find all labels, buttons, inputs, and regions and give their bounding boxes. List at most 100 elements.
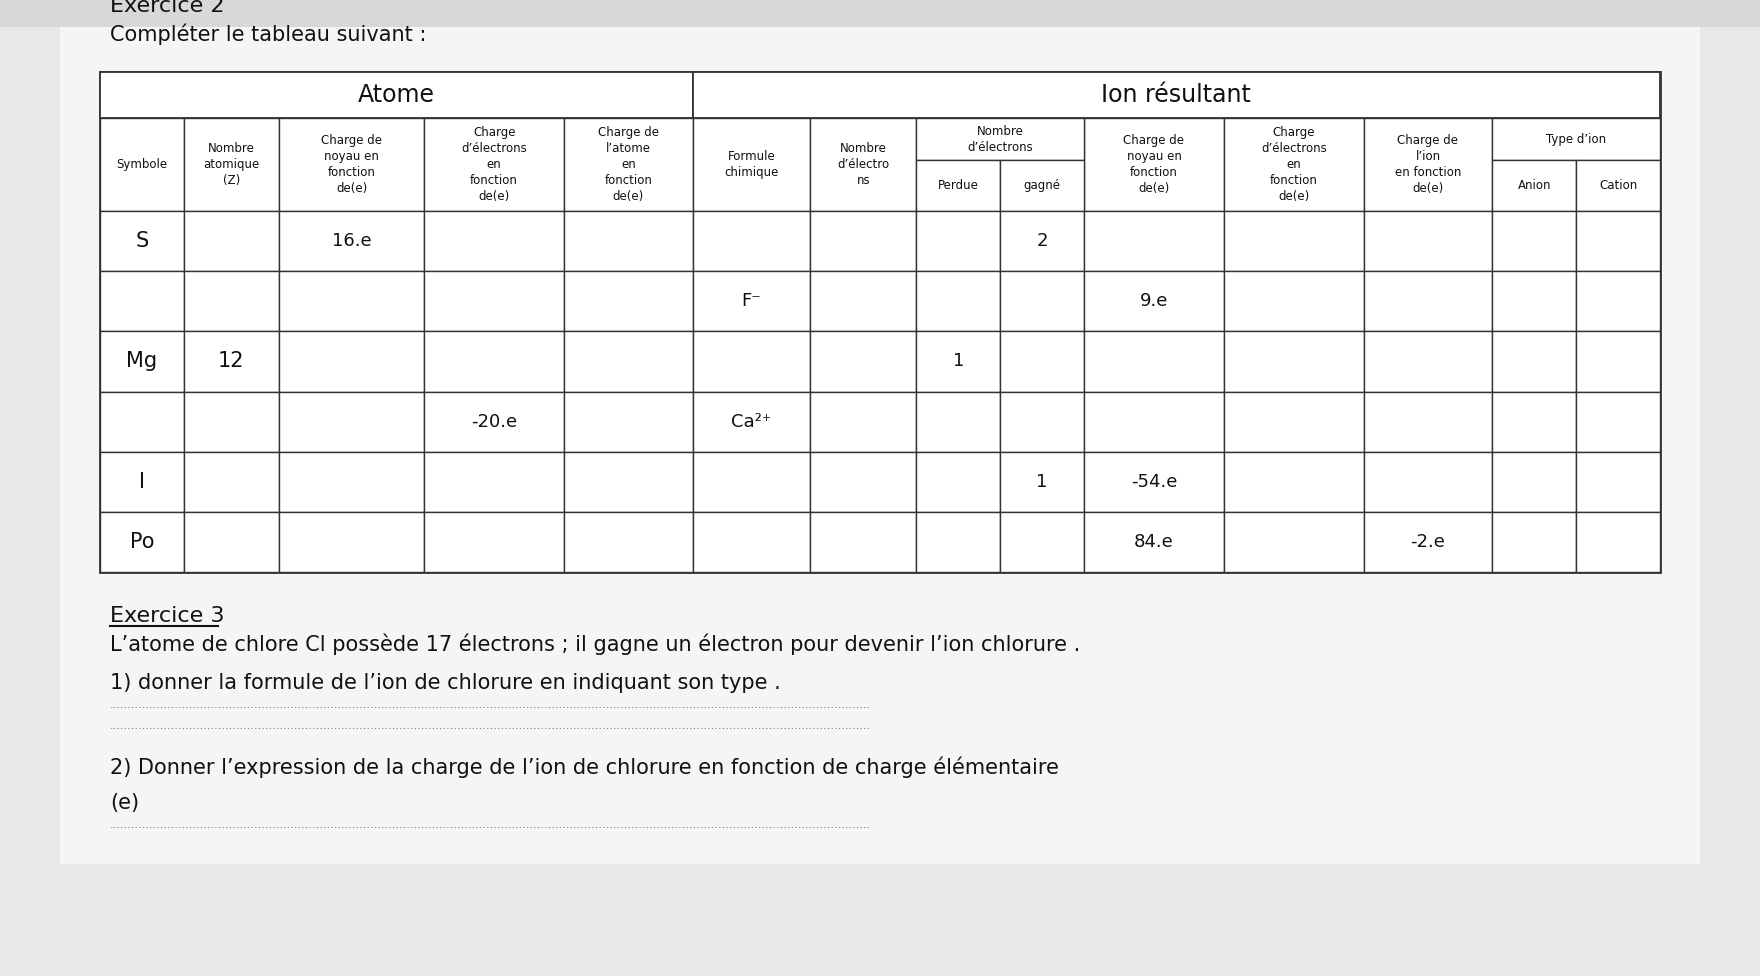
Bar [183,211,278,271]
Text: Symbole: Symbole [116,158,167,171]
Bar [278,211,424,271]
Bar [1364,391,1492,452]
Bar [1492,211,1577,271]
Bar [1223,271,1364,331]
Bar [1492,331,1577,391]
Bar [100,452,183,512]
Bar [1223,512,1364,573]
Text: 1) donner la formule de l’ion de chlorure en indiquant son type .: 1) donner la formule de l’ion de chlorur… [109,672,781,693]
Bar [100,391,183,452]
Bar [1000,512,1084,573]
Text: Ion résultant: Ion résultant [1102,83,1251,107]
Bar [1000,452,1084,512]
Bar [424,512,565,573]
Bar [565,512,693,573]
Bar [278,331,424,391]
Text: Atome: Atome [357,83,435,107]
Bar [278,118,424,211]
Text: 9.e: 9.e [1140,292,1169,310]
Bar [1492,512,1577,573]
Text: Cation: Cation [1598,179,1637,192]
Bar [693,331,810,391]
Bar [1492,452,1577,512]
Text: gagné: gagné [1024,179,1061,192]
Text: I: I [139,472,144,492]
Bar [100,512,183,573]
Text: Ca²⁺: Ca²⁺ [730,413,771,430]
Bar [810,452,917,512]
Text: Nombre
d’électrons: Nombre d’électrons [968,125,1033,153]
Text: ................................................................................: ........................................… [109,700,871,710]
Bar [1084,391,1223,452]
Text: S: S [136,231,148,251]
Bar [1084,512,1223,573]
Bar [1084,452,1223,512]
Text: Charge de
l’ion
en fonction
de(e): Charge de l’ion en fonction de(e) [1394,134,1461,195]
Bar [424,331,565,391]
Bar [424,271,565,331]
Text: Type d’ion: Type d’ion [1545,133,1607,145]
Bar [565,391,693,452]
Text: Charge
d’électrons
en
fonction
de(e): Charge d’électrons en fonction de(e) [1260,126,1327,203]
Bar [693,118,810,211]
Bar [693,452,810,512]
Text: ................................................................................: ........................................… [109,821,871,831]
Bar [693,71,1660,118]
Text: 12: 12 [218,351,245,372]
Bar [810,118,917,211]
Text: Perdue: Perdue [938,179,979,192]
Text: Charge de
l’atome
en
fonction
de(e): Charge de l’atome en fonction de(e) [598,126,658,203]
Text: ................................................................................: ........................................… [109,721,871,731]
Bar [565,118,693,211]
Bar [1492,118,1660,160]
Bar [1577,211,1660,271]
Bar [810,331,917,391]
Bar [810,391,917,452]
Text: L’atome de chlore Cl possède 17 électrons ; il gagne un électron pour devenir l’: L’atome de chlore Cl possède 17 électron… [109,633,1081,655]
Bar [810,512,917,573]
Bar [1000,331,1084,391]
Bar [693,271,810,331]
Bar [1364,512,1492,573]
Bar [1084,118,1223,211]
Bar [100,211,183,271]
Text: Exercice 2: Exercice 2 [109,0,225,16]
Bar [1000,160,1084,211]
Text: (e): (e) [109,793,139,813]
Text: Compléter le tableau suivant :: Compléter le tableau suivant : [109,24,426,46]
Bar [917,512,1000,573]
Text: F⁻: F⁻ [741,292,762,310]
Bar [183,391,278,452]
Text: Formule
chimique: Formule chimique [723,150,778,179]
Text: 2) Donner l’expression de la charge de l’ion de chlorure en fonction de charge é: 2) Donner l’expression de la charge de l… [109,756,1060,778]
Bar [810,211,917,271]
Bar [183,118,278,211]
Bar [183,452,278,512]
Bar [100,118,183,211]
Bar [1364,271,1492,331]
Text: -2.e: -2.e [1410,533,1445,551]
Bar [1364,211,1492,271]
Bar [917,391,1000,452]
Text: 1: 1 [1037,473,1047,491]
Text: 84.e: 84.e [1133,533,1174,551]
Bar [100,71,693,118]
Bar [810,271,917,331]
Bar [1000,271,1084,331]
Bar [565,452,693,512]
Bar [424,391,565,452]
Bar [693,391,810,452]
Bar [917,271,1000,331]
Bar [917,452,1000,512]
Text: 16.e: 16.e [333,232,371,250]
Bar [1577,452,1660,512]
Bar [278,452,424,512]
Bar [1223,452,1364,512]
Bar [183,331,278,391]
Bar [1223,331,1364,391]
Bar [917,118,1084,160]
Bar [1577,331,1660,391]
Bar [1577,512,1660,573]
Bar [183,271,278,331]
Bar [1364,118,1492,211]
